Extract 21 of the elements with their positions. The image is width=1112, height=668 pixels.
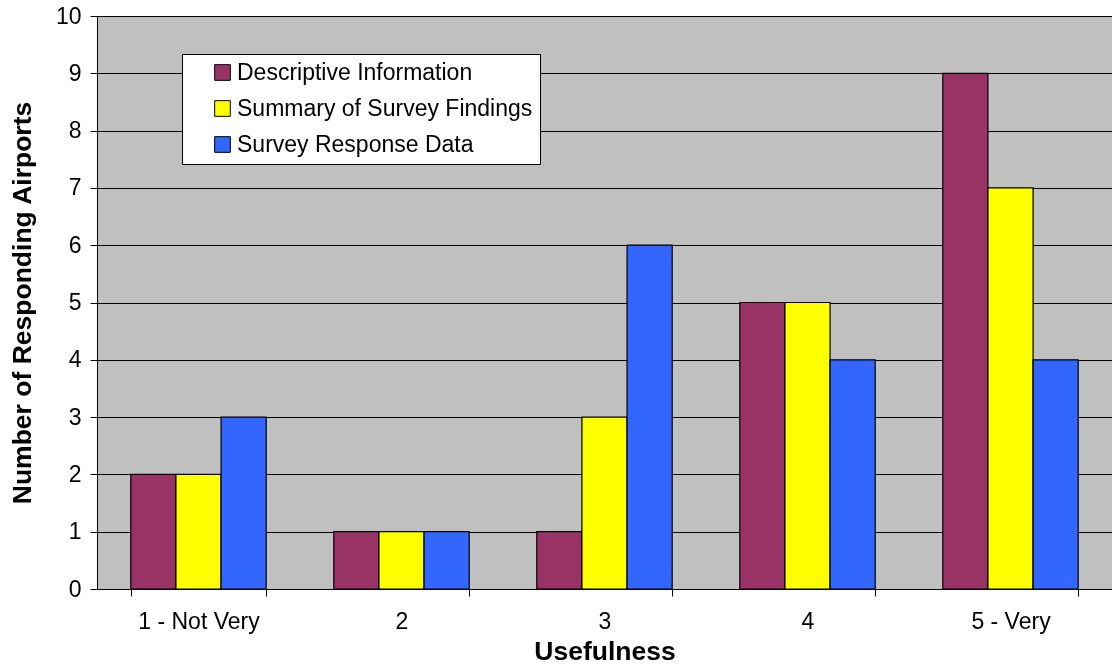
y-axis-title: Number of Responding Airports <box>6 101 37 505</box>
y-tick-label: 4 <box>68 346 82 373</box>
y-tick-label: 2 <box>68 460 82 487</box>
y-tick-label: 6 <box>68 231 82 258</box>
y-tick-label: 7 <box>68 174 82 201</box>
y-tick-label: 1 <box>68 518 82 545</box>
x-tick-label: 5 - Very <box>971 607 1052 634</box>
x-tick-label: 1 - Not Very <box>138 607 261 634</box>
y-tick-label: 8 <box>68 117 82 144</box>
legend-label: Survey Response Data <box>237 130 474 157</box>
legend-label: Summary of Survey Findings <box>237 94 533 121</box>
x-tick-label: 2 <box>395 607 409 634</box>
x-tick-label: 3 <box>598 607 612 634</box>
x-tick-label: 4 <box>801 607 815 634</box>
y-tick-label: 5 <box>68 289 82 315</box>
y-tick-label: 9 <box>68 59 82 86</box>
x-axis-title: Usefulness <box>534 635 676 666</box>
y-tick-label: 3 <box>68 403 82 430</box>
y-tick-label: 0 <box>68 575 82 602</box>
legend-label: Descriptive Information <box>237 58 473 85</box>
y-tick-label: 10 <box>55 2 82 29</box>
